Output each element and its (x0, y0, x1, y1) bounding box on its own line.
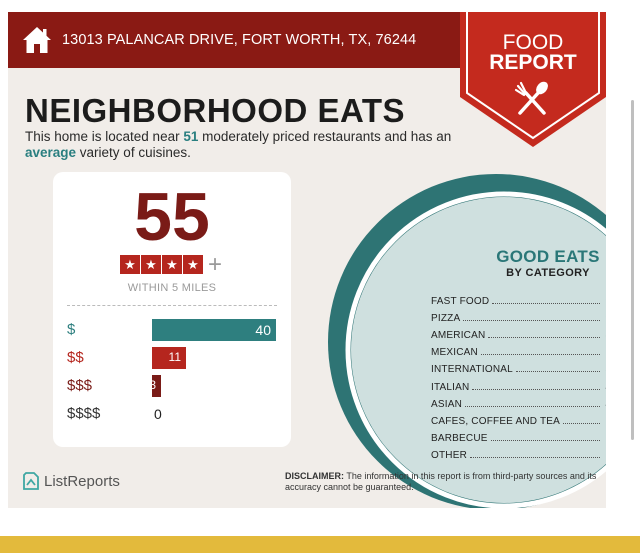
price-level-label: $$$$ (67, 405, 101, 422)
good-eats-title: GOOD EATS (496, 247, 600, 266)
price-level-count: 3 (149, 378, 156, 392)
category-leader-dots (490, 439, 600, 441)
cuisine-variety: average (25, 145, 77, 160)
disclaimer: DISCLAIMER: The information in this repo… (285, 471, 606, 493)
price-level-row: $40 (67, 319, 291, 341)
star-icon: ★ (141, 255, 161, 274)
category-leader-dots (470, 456, 600, 458)
price-level-bar (152, 375, 161, 397)
category-count: 5 (603, 364, 606, 375)
price-level-bar (152, 347, 186, 369)
category-leader-dots (463, 320, 600, 322)
category-row: FAST FOOD 9 (431, 290, 606, 307)
category-count: 4 (603, 382, 606, 393)
listreports-logo-text: ListReports (44, 472, 120, 490)
category-count: 4 (603, 399, 606, 410)
next-section-strip (0, 536, 640, 553)
category-count: 2 (603, 416, 606, 427)
category-name: FAST FOOD (431, 296, 490, 308)
category-row: CAFES, COFFEE AND TEA 2 (431, 410, 606, 427)
category-leader-dots (492, 303, 600, 305)
category-row: AMERICAN 8 (431, 324, 606, 341)
category-name: CAFES, COFFEE AND TEA (431, 415, 561, 427)
category-row: OTHER 6 (431, 444, 606, 461)
price-level-label: $ (67, 321, 76, 338)
intro-part-1: This home is located near (25, 129, 184, 144)
intro-part-2: moderately priced restaurants and has an (198, 129, 452, 144)
price-level-count: 11 (168, 350, 181, 364)
category-count: 9 (603, 313, 606, 324)
ribbon-title: FOOD REPORT (460, 31, 606, 74)
category-row: PIZZA 9 (431, 307, 606, 324)
category-leader-dots (465, 405, 600, 407)
listreports-logo-icon (23, 472, 39, 490)
good-eats-heading: GOOD EATS BY CATEGORY (478, 248, 606, 280)
food-report-page: 13013 PALANCAR DRIVE, FORT WORTH, TX, 76… (8, 12, 606, 508)
category-name: INTERNATIONAL (431, 364, 513, 376)
property-address: 13013 PALANCAR DRIVE, FORT WORTH, TX, 76… (62, 32, 417, 48)
good-eats-subtitle: BY CATEGORY (506, 267, 590, 279)
rating-plus: + (208, 251, 223, 278)
disclaimer-text: The information in this report is from t… (285, 471, 597, 492)
star-icon: ★ (183, 255, 203, 274)
page-title: NEIGHBORHOOD EATS (25, 92, 406, 129)
home-icon (23, 27, 51, 53)
category-leader-dots (488, 337, 600, 339)
food-report-ribbon (460, 12, 606, 147)
price-level-row: $$$ 3 (67, 375, 291, 397)
category-name: MEXICAN (431, 347, 478, 359)
star-rating: ★ ★ ★ ★ + (120, 251, 223, 278)
category-count: 6 (603, 450, 606, 461)
restaurant-score: 55 (134, 179, 210, 255)
category-name: OTHER (431, 449, 467, 461)
price-level-label: $$ (67, 349, 84, 366)
ribbon-line-food: FOOD (502, 31, 564, 54)
fork-knife-icon (514, 81, 548, 115)
category-row: ASIAN 4 (431, 393, 606, 410)
disclaimer-label: DISCLAIMER: (285, 471, 344, 481)
intro-text: This home is located near 51 moderately … (25, 129, 455, 161)
good-eats-circle (328, 174, 606, 508)
category-name: BARBECUE (431, 432, 488, 444)
scrollbar[interactable] (631, 100, 634, 440)
category-leader-dots (515, 371, 600, 373)
listreports-logo: ListReports (23, 472, 120, 490)
category-count: 8 (603, 330, 606, 341)
category-row: ITALIAN 4 (431, 375, 606, 393)
card-divider (67, 305, 277, 306)
category-leader-dots (563, 422, 600, 424)
category-row: BARBECUE 2 (431, 427, 606, 444)
category-name: ITALIAN (431, 381, 470, 393)
ribbon-line-report: REPORT (489, 51, 577, 74)
category-name: AMERICAN (431, 330, 486, 342)
category-count: 2 (603, 433, 606, 444)
category-leader-dots (472, 388, 600, 390)
category-row: MEXICAN 6 (431, 341, 606, 358)
category-list: FAST FOOD9PIZZA9AMERICAN8MEXICAN6INTERNA… (431, 290, 606, 461)
price-level-row: $$ 11 (67, 347, 291, 369)
star-icon: ★ (162, 255, 182, 274)
category-name: ASIAN (431, 398, 463, 410)
price-level-label: $$$ (67, 377, 93, 394)
within-miles-label: WITHIN 5 MILES (127, 282, 217, 294)
intro-part-3: variety of cuisines. (76, 145, 191, 160)
star-icon: ★ (120, 255, 140, 274)
price-level-count: 40 (255, 322, 271, 338)
category-count: 9 (603, 296, 606, 307)
category-row: INTERNATIONAL 5 (431, 358, 606, 375)
price-level-row: $$$$ 0 (67, 403, 291, 425)
category-count: 6 (603, 347, 606, 358)
category-leader-dots (480, 354, 600, 356)
price-level-bar (152, 319, 276, 341)
price-level-count: 0 (154, 406, 162, 422)
restaurant-summary-card: 55 ★ ★ ★ ★ + WITHIN 5 MILES $40 $$ 11 $$$ 3 $$$$ 0 (53, 172, 291, 447)
restaurant-count: 51 (183, 129, 199, 144)
category-name: PIZZA (431, 313, 461, 325)
